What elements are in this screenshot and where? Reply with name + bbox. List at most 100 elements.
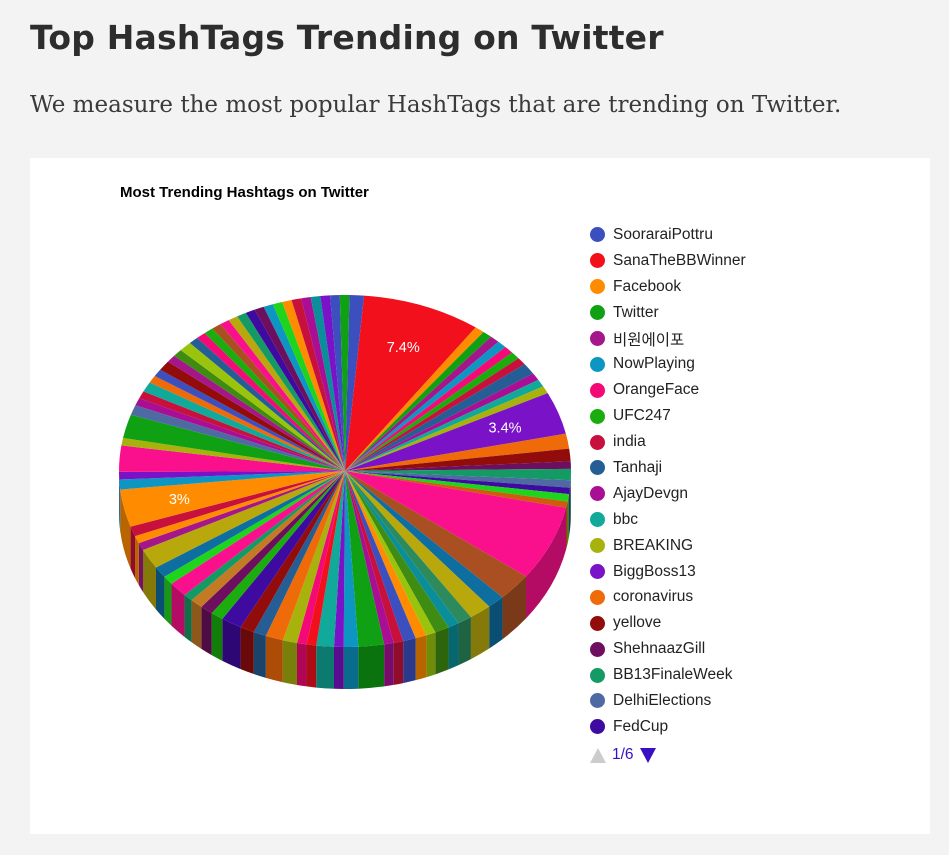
pie-slice[interactable]: [167, 355, 345, 471]
pie-slice[interactable]: [237, 312, 345, 471]
pie-slice[interactable]: [180, 342, 345, 471]
legend-item[interactable]: bbc: [590, 507, 920, 533]
legend-item[interactable]: Twitter: [590, 300, 920, 326]
pie-slice[interactable]: [119, 471, 345, 490]
pie-slice[interactable]: [143, 471, 345, 568]
pie-slice[interactable]: [330, 295, 345, 471]
pie-slice[interactable]: [345, 471, 503, 607]
pie-slice[interactable]: [211, 471, 345, 619]
pie-slice[interactable]: [291, 298, 345, 471]
pie-slice[interactable]: [184, 471, 345, 601]
pie-slice[interactable]: [120, 471, 345, 527]
pie-slice[interactable]: [345, 471, 567, 577]
pie-slice[interactable]: [345, 471, 490, 618]
pie-slice[interactable]: [245, 309, 345, 471]
pie-slice[interactable]: [345, 433, 570, 471]
pie-slice[interactable]: [345, 471, 570, 495]
pie-slice[interactable]: [301, 297, 345, 471]
pie-slice[interactable]: [345, 471, 436, 636]
pie-slice[interactable]: [197, 333, 345, 471]
pie-slice[interactable]: [345, 471, 416, 642]
legend-item[interactable]: UFC247: [590, 403, 920, 429]
pie-slice[interactable]: [345, 373, 539, 471]
pie-slice[interactable]: [130, 405, 345, 471]
pie-slice[interactable]: [345, 347, 513, 471]
pie-slice[interactable]: [345, 331, 492, 471]
pie-slice[interactable]: [343, 471, 359, 647]
legend-item[interactable]: BiggBoss13: [590, 559, 920, 585]
pie-slice[interactable]: [320, 295, 345, 471]
pie-slice[interactable]: [339, 295, 350, 471]
pie-slice[interactable]: [345, 327, 484, 471]
pie-slice[interactable]: [345, 352, 519, 471]
pie-slice[interactable]: [204, 328, 345, 471]
legend-item[interactable]: ShehnaazGill: [590, 636, 920, 662]
legend-item[interactable]: Facebook: [590, 274, 920, 300]
pie-slice[interactable]: [345, 471, 471, 624]
legend-item[interactable]: yellove: [590, 610, 920, 636]
pie-slice[interactable]: [171, 471, 345, 595]
pie-slice[interactable]: [160, 361, 345, 471]
legend-item[interactable]: BB13FinaleWeek: [590, 662, 920, 688]
pie-slice[interactable]: [174, 350, 345, 471]
legend-item[interactable]: AjayDevgn: [590, 481, 920, 507]
legend-item[interactable]: NowPlaying: [590, 351, 920, 377]
pie-slice[interactable]: [135, 398, 345, 471]
pie-slice[interactable]: [345, 471, 427, 639]
pie-slice[interactable]: [220, 320, 345, 471]
pie-slice[interactable]: [345, 358, 525, 471]
pie-slice[interactable]: [345, 379, 544, 471]
legend-item[interactable]: OrangeFace: [590, 377, 920, 403]
pie-slice[interactable]: [282, 471, 345, 643]
pie-slice[interactable]: [345, 471, 385, 647]
pie-slice[interactable]: [254, 306, 345, 471]
pie-slice[interactable]: [345, 448, 571, 471]
pie-slice[interactable]: [143, 382, 345, 471]
pie-slice[interactable]: [345, 471, 404, 643]
pie-slice[interactable]: [263, 304, 345, 471]
pie-slice[interactable]: [123, 414, 345, 471]
pie-slice[interactable]: [345, 461, 571, 471]
pie-slice[interactable]: [345, 295, 365, 471]
pie-slice[interactable]: [345, 471, 449, 633]
pie-slice[interactable]: [149, 376, 345, 471]
pie-slice[interactable]: [155, 471, 345, 577]
pie-slice[interactable]: [345, 295, 476, 471]
pie-slice[interactable]: [201, 471, 345, 614]
pie-slice[interactable]: [345, 471, 570, 502]
pie-slice[interactable]: [345, 341, 506, 471]
pie-slice[interactable]: [222, 471, 345, 628]
legend-item[interactable]: FedCup: [590, 714, 920, 740]
pie-slice[interactable]: [154, 369, 345, 471]
pie-slice[interactable]: [164, 471, 345, 584]
pie-slice[interactable]: [119, 471, 345, 480]
pager-up-arrow-icon[interactable]: [590, 747, 606, 763]
pie-slice[interactable]: [310, 296, 345, 471]
pie-slice[interactable]: [345, 471, 394, 645]
pie-slice[interactable]: [345, 471, 459, 628]
legend-item[interactable]: coronavirus: [590, 584, 920, 610]
pie-slice[interactable]: [345, 393, 566, 471]
legend-item[interactable]: DelhiElections: [590, 688, 920, 714]
legend-item[interactable]: Tanhaji: [590, 455, 920, 481]
pie-slice[interactable]: [272, 301, 345, 471]
pie-slice[interactable]: [253, 471, 345, 636]
pie-slice[interactable]: [345, 468, 571, 481]
pie-slice[interactable]: [135, 471, 345, 544]
pie-slice[interactable]: [316, 471, 345, 647]
legend-item[interactable]: SooraraiPottru: [590, 222, 920, 248]
pie-slice[interactable]: [282, 299, 345, 471]
pie-slice[interactable]: [240, 471, 345, 633]
pie-slice[interactable]: [345, 336, 499, 471]
pager-down-arrow-icon[interactable]: [639, 747, 656, 763]
pie-slice[interactable]: [345, 471, 571, 488]
pie-slice[interactable]: [138, 471, 345, 550]
pie-slice[interactable]: [333, 471, 345, 647]
legend-item[interactable]: 비원에이포: [590, 326, 920, 352]
legend-item[interactable]: BREAKING: [590, 533, 920, 559]
pie-slice[interactable]: [345, 471, 527, 598]
pie-slice[interactable]: [121, 437, 346, 471]
pie-slice[interactable]: [228, 316, 345, 471]
pie-slice[interactable]: [345, 364, 534, 471]
pie-slice[interactable]: [345, 471, 568, 508]
